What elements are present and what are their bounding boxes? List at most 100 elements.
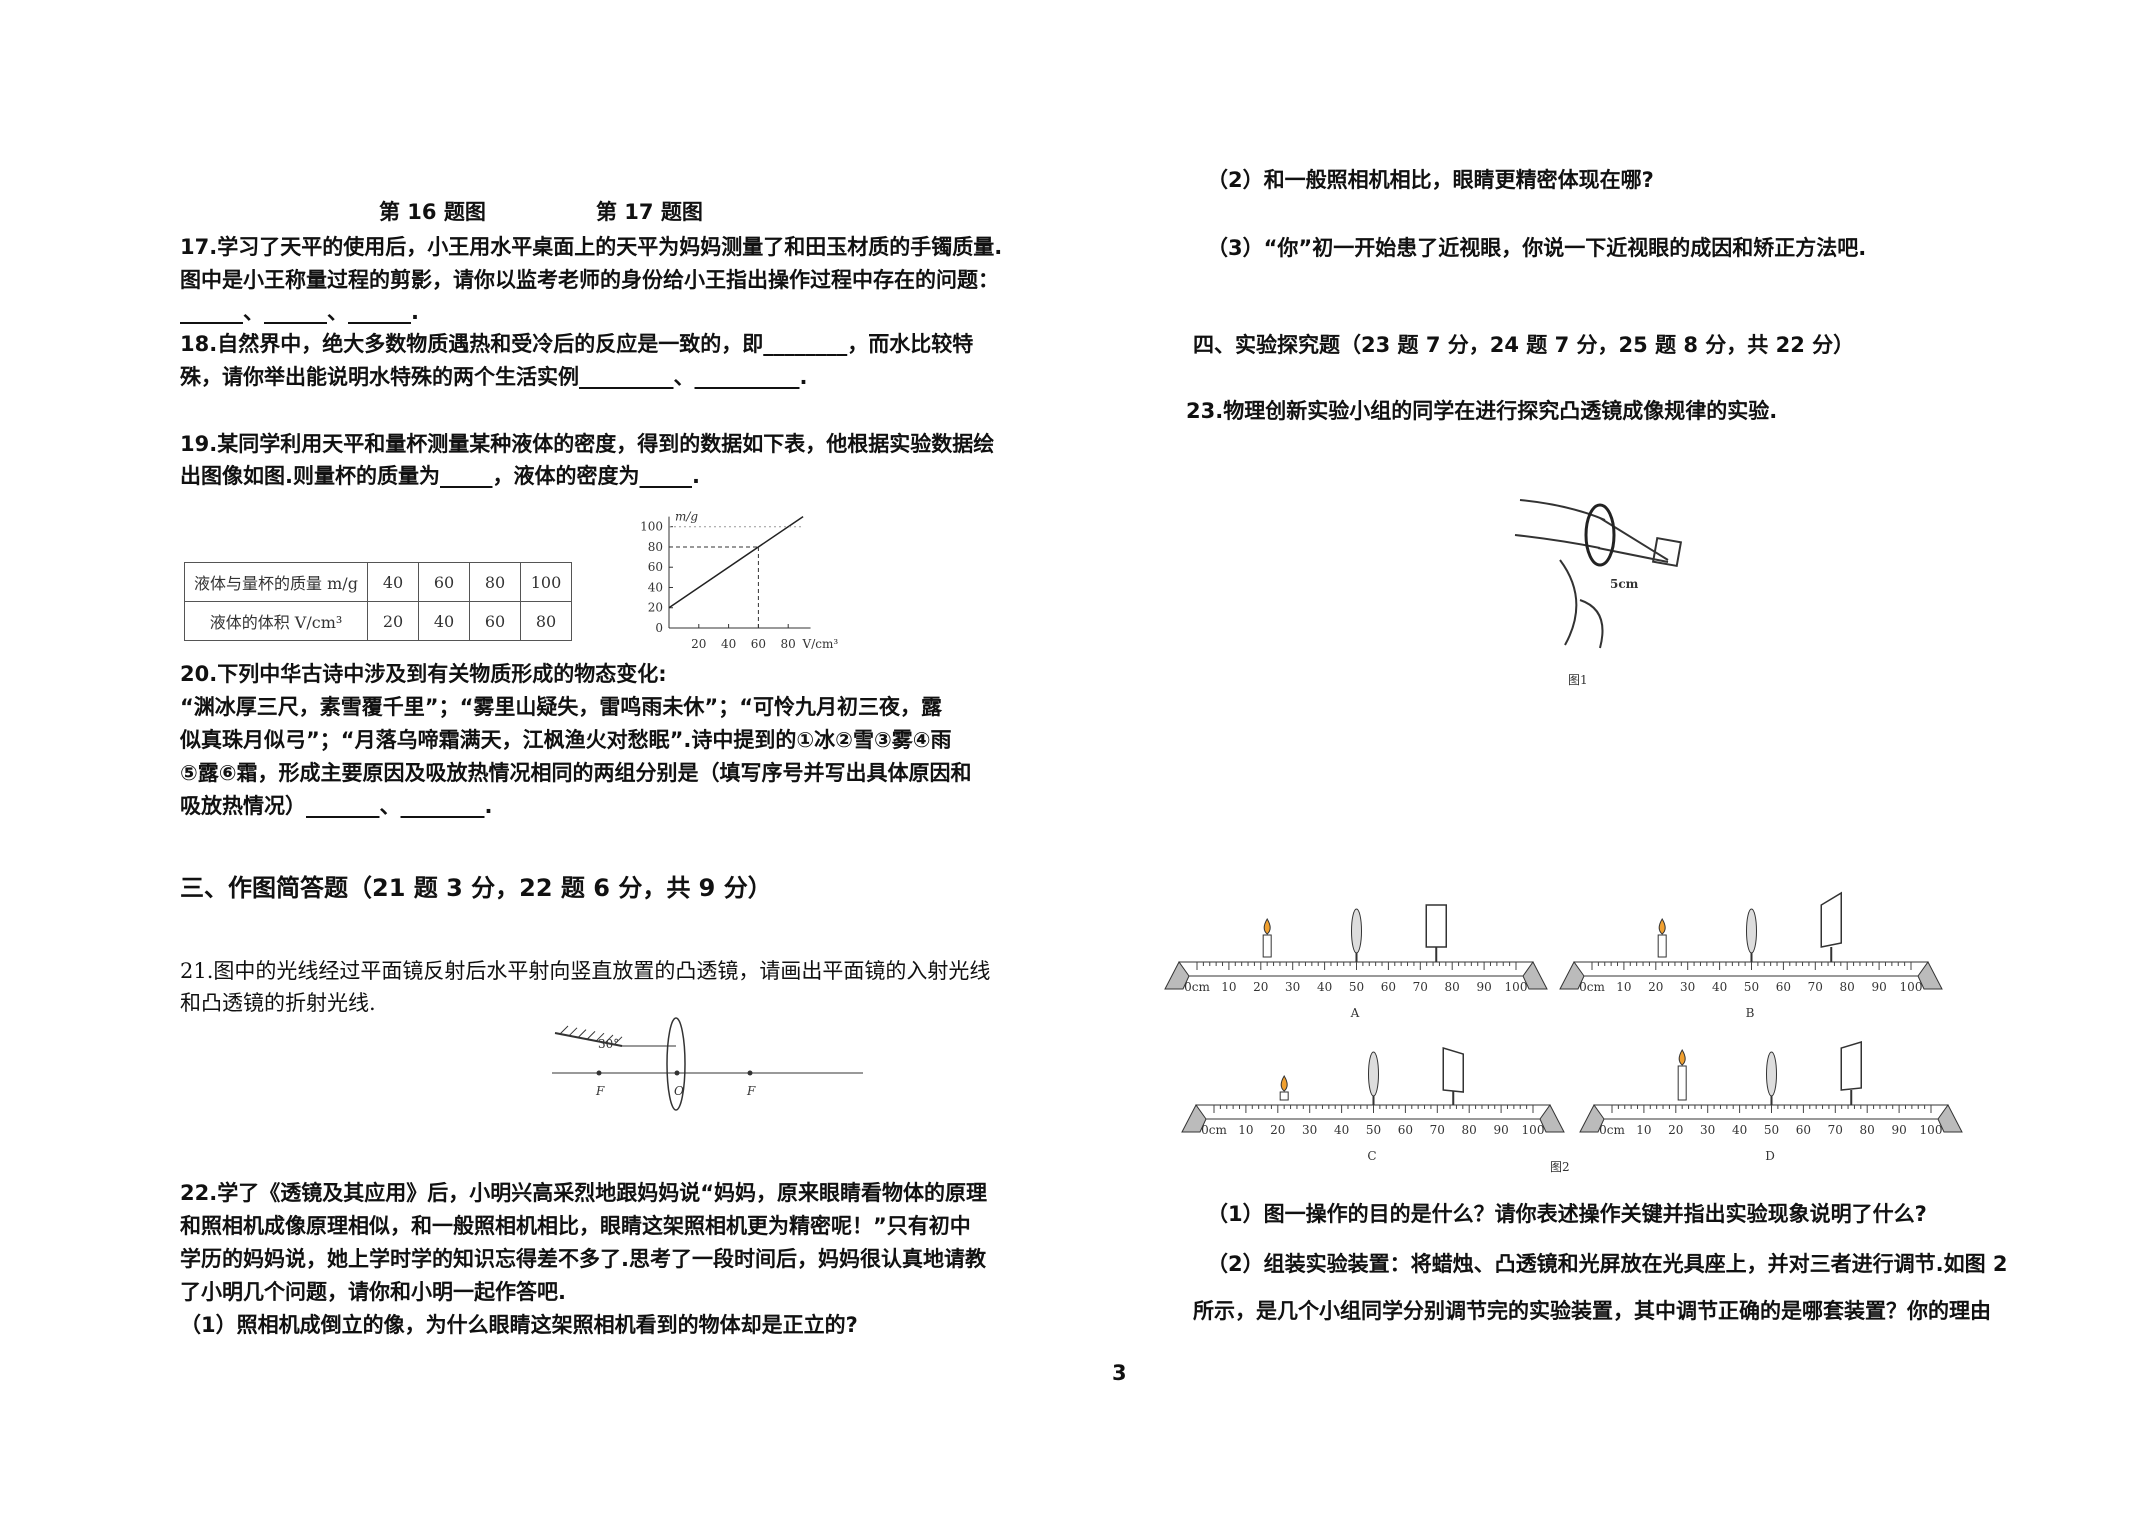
lens — [1368, 1051, 1379, 1097]
text-line: 吸放热情况）_______、________. — [180, 794, 493, 818]
lens — [1746, 908, 1757, 954]
hatch — [613, 1036, 623, 1046]
text-line: 殊，请你举出能说明水特殊的两个生活实例_________、__________. — [180, 365, 808, 389]
scale-label: 0cm — [1184, 980, 1210, 994]
axis-label: m/g — [675, 510, 698, 524]
text-line: （2）组装实验装置：将蜡烛、凸透镜和光屏放在光具座上，并对三者进行调节.如图 2 — [1207, 1252, 2008, 1276]
scale-label: 100 — [1505, 980, 1528, 994]
x-tick-label: 60 — [751, 637, 766, 651]
bench-foot — [1164, 961, 1548, 990]
candle — [1657, 934, 1667, 958]
scale-label: 10 — [1221, 980, 1236, 994]
scale-label: 90 — [1493, 1123, 1508, 1137]
scale-label: 60 — [1776, 980, 1791, 994]
text-line: 学历的妈妈说，她上学时学的知识忘得差不多了.思考了一段时间后，妈妈很认真地请教 — [180, 1247, 986, 1271]
y-tick-label: 100 — [640, 520, 663, 534]
scale-label: 50 — [1349, 980, 1364, 994]
text-line: 20.下列中华古诗中涉及到有关物质形成的物态变化: — [180, 662, 667, 686]
point-label: F — [595, 1084, 605, 1098]
scale-label: 20 — [1648, 980, 1663, 994]
hatch — [577, 1029, 587, 1038]
screen — [1442, 1046, 1464, 1093]
y-tick-label: 40 — [648, 580, 663, 594]
angle-label: 30° — [598, 1037, 619, 1051]
scale-label: 10 — [1616, 980, 1631, 994]
scale-label: 0cm — [1579, 980, 1605, 994]
scale-label: 90 — [1476, 980, 1491, 994]
axis-label: V/cm³ — [802, 637, 839, 651]
screen — [1425, 904, 1447, 948]
table-cell: 40 — [367, 562, 419, 602]
x-tick-label: 40 — [721, 637, 736, 651]
scale-label: 0cm — [1201, 1123, 1227, 1137]
mirror — [554, 1032, 623, 1047]
point — [596, 1070, 602, 1076]
setup-label: C — [1367, 1149, 1376, 1163]
scale-label: 30 — [1285, 980, 1300, 994]
point — [674, 1070, 680, 1076]
scale-label: 60 — [1796, 1123, 1811, 1137]
text-line: 所示，是几个小组同学分别调节完的实验装置，其中调节正确的是哪套装置？你的理由 — [1193, 1299, 1991, 1323]
lens — [666, 1017, 686, 1111]
scale-label: 60 — [1398, 1123, 1413, 1137]
scale-label: 80 — [1462, 1123, 1477, 1137]
scale-label: 30 — [1680, 980, 1695, 994]
table-cell: 80 — [520, 601, 572, 641]
scale-label: 20 — [1253, 980, 1268, 994]
setup-label: B — [1746, 1006, 1755, 1020]
scale-label: 60 — [1381, 980, 1396, 994]
scale-label: 0cm — [1599, 1123, 1625, 1137]
hatch — [595, 1032, 605, 1042]
table-cell: 20 — [367, 601, 419, 641]
scale-label: 20 — [1270, 1123, 1285, 1137]
text-line: 图中是小王称量过程的剪影，请你以监考老师的身份给小王指出操作过程中存在的问题： — [180, 267, 999, 292]
text-line: 21.图中的光线经过平面镜反射后水平射向竖直放置的凸透镜，请画出平面镜的入射光线 — [180, 959, 991, 983]
paper — [1651, 536, 1683, 568]
scale-label: 80 — [1860, 1123, 1875, 1137]
text-line: “渊冰厚三尺，素雪覆千里”；“雾里山疑失，雷鸣雨未休”；“可怜九月初三夜，露 — [180, 695, 943, 719]
data-table: 液体与量杯的质量 m/g 40 60 80 100 液体的体积 V/cm³ 20 40 60 80 — [184, 562, 572, 641]
flame — [1263, 918, 1271, 935]
scale-label: 30 — [1302, 1123, 1317, 1137]
scale-label: 100 — [1522, 1123, 1545, 1137]
flame — [1678, 1049, 1686, 1066]
candle — [1279, 1091, 1289, 1101]
scale-label: 100 — [1920, 1123, 1943, 1137]
x-tick-label: 80 — [781, 637, 796, 651]
text-line: （1）图一操作的目的是什么？请你表述操作关键并指出实验现象说明了什么? — [1207, 1202, 1927, 1226]
section-title: 四、实验探究题（23 题 7 分，24 题 7 分，25 题 8 分，共 22 … — [1193, 333, 1855, 357]
hatch — [559, 1025, 569, 1035]
y-tick-label: 0 — [655, 621, 663, 635]
scale-label: 70 — [1808, 980, 1823, 994]
scale-label: 90 — [1871, 980, 1886, 994]
figure-caption: 第 17 题图 — [596, 200, 703, 224]
bench-foot — [1181, 1104, 1565, 1133]
candle — [1677, 1065, 1687, 1101]
point — [747, 1070, 753, 1076]
setup-label: D — [1765, 1149, 1775, 1163]
page-number: 3 — [1112, 1361, 1127, 1385]
scale-label: 70 — [1828, 1123, 1843, 1137]
text-line: 出图像如图.则量杯的质量为_____，液体的密度为_____. — [180, 464, 700, 488]
scale-label: 40 — [1732, 1123, 1747, 1137]
text-line: 22.学了《透镜及其应用》后，小明兴高采烈地跟妈妈说“妈妈，原来眼睛看物体的原理 — [180, 1181, 987, 1205]
table-cell: 60 — [418, 562, 470, 602]
scale-label: 100 — [1900, 980, 1923, 994]
distance-label: 5cm — [1610, 577, 1639, 591]
screen — [1840, 1040, 1862, 1091]
bench-foot — [1559, 961, 1943, 990]
scale-label: 40 — [1334, 1123, 1349, 1137]
y-tick-label: 20 — [648, 601, 663, 615]
scale-label: 20 — [1668, 1123, 1683, 1137]
scale-label: 70 — [1413, 980, 1428, 994]
text-line: 和照相机成像原理相似，和一般照相机相比，眼睛这架照相机更为精密呢！”只有初中 — [180, 1214, 971, 1238]
scale-label: 80 — [1445, 980, 1460, 994]
text-line: （2）和一般照相机相比，眼睛更精密体现在哪? — [1207, 168, 1654, 192]
text-line: 了小明几个问题，请你和小明一起作答吧. — [180, 1280, 566, 1304]
table-cell: 液体的体积 V/cm³ — [184, 601, 368, 641]
candle — [1262, 934, 1272, 958]
text-line: 似真珠月似弓”；“月落乌啼霜满天，江枫渔火对愁眠”.诗中提到的①冰②雪③雾④雨 — [180, 728, 952, 752]
flame — [1280, 1075, 1288, 1092]
scale-label: 30 — [1700, 1123, 1715, 1137]
